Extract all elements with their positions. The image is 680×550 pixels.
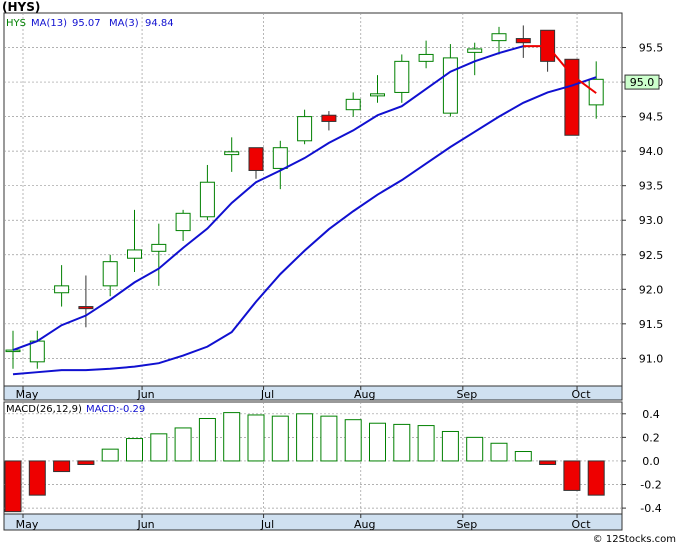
legend-ma3-value: 94.84 xyxy=(145,18,174,29)
month-label: Aug xyxy=(354,518,375,531)
macd-bar xyxy=(126,438,143,462)
candle-body xyxy=(515,38,531,44)
macd-bar xyxy=(417,425,435,462)
macd-bar xyxy=(490,442,508,462)
legend-ma13: MA(13) xyxy=(31,18,67,29)
month-label: Aug xyxy=(354,388,375,401)
macd-bar xyxy=(4,460,22,513)
price-tick-label: 94.0 xyxy=(639,145,664,158)
macd-bar xyxy=(150,433,168,462)
month-label: Sep xyxy=(456,388,477,401)
macd-bar xyxy=(223,412,241,462)
macd-bar xyxy=(53,460,71,473)
macd-bar xyxy=(101,448,119,462)
price-tick-label: 93.0 xyxy=(639,214,664,227)
candle-body xyxy=(102,261,118,287)
ma3-line-falling xyxy=(523,45,597,94)
month-label: Jul xyxy=(260,388,274,401)
candle-body xyxy=(442,57,458,114)
macd-bar xyxy=(28,460,46,496)
candle-body xyxy=(151,243,167,252)
month-label: Jun xyxy=(136,388,154,401)
legend-symbol: HYS xyxy=(6,18,26,29)
candle-body xyxy=(29,340,45,363)
macd-tick-label: -0.2 xyxy=(640,479,661,492)
month-label: Oct xyxy=(572,518,592,531)
candle-body xyxy=(394,60,410,93)
legend-ma13-value: 95.07 xyxy=(72,18,101,29)
macd-bar xyxy=(174,427,192,462)
macd-tick-label: 0.2 xyxy=(642,431,660,444)
price-panel-frame xyxy=(3,12,623,387)
candle-body xyxy=(175,212,191,232)
macd-bar xyxy=(587,460,605,496)
candle-body xyxy=(78,306,94,310)
month-label: Jul xyxy=(260,518,274,531)
price-tick-label: 91.5 xyxy=(639,318,664,331)
ma13-line xyxy=(12,76,597,376)
macd-tick-label: 0.0 xyxy=(642,455,660,468)
legend-ma3: MA(3) xyxy=(109,18,139,29)
macd-bar xyxy=(344,419,362,462)
candle-body xyxy=(491,33,507,42)
macd-bar xyxy=(441,430,459,462)
price-tick-label: 92.0 xyxy=(639,283,664,296)
candle-body xyxy=(370,93,385,97)
candle-body xyxy=(297,116,313,142)
candle-body xyxy=(127,249,142,259)
macd-bar xyxy=(369,422,386,462)
price-tick-label: 92.5 xyxy=(639,249,664,262)
candle-body xyxy=(5,349,21,353)
chart-title: (HYS) xyxy=(2,0,40,14)
macd-bar xyxy=(247,414,265,462)
macd-bar xyxy=(77,460,95,465)
macd-bar xyxy=(514,451,532,462)
macd-bar xyxy=(539,460,557,465)
macd-tick-label: 0.4 xyxy=(642,408,660,421)
price-tick-label: 95.5 xyxy=(639,42,664,55)
macd-legend-value: MACD:-0.29 xyxy=(86,404,145,415)
candle-body xyxy=(345,98,361,111)
month-label: Sep xyxy=(456,518,477,531)
price-tick-label: 93.5 xyxy=(639,180,664,193)
candle-body xyxy=(467,48,483,53)
month-label: Oct xyxy=(572,388,592,401)
macd-legend-label: MACD(26,12,9) xyxy=(6,404,82,415)
last-price-tag xyxy=(624,74,660,90)
price-tick-label: 94.5 xyxy=(639,111,664,124)
macd-bar xyxy=(320,415,338,462)
price-tick-label: 91.0 xyxy=(639,352,664,365)
candle-body xyxy=(248,147,264,171)
macd-tick-label: -0.4 xyxy=(640,502,661,515)
candle-body xyxy=(321,114,337,122)
ma3-line xyxy=(12,45,524,352)
candle-body xyxy=(418,53,434,62)
candle-body xyxy=(272,147,288,169)
candle-body xyxy=(199,181,215,218)
macd-bar xyxy=(271,415,289,462)
month-label: Jun xyxy=(136,518,154,531)
macd-bar xyxy=(296,413,314,462)
month-label: May xyxy=(16,518,39,531)
macd-bar xyxy=(198,418,216,462)
month-axis-band xyxy=(3,385,623,401)
candle-body xyxy=(224,151,240,156)
macd-bar xyxy=(393,423,411,462)
month-label: May xyxy=(16,388,39,401)
watermark: © 12Stocks.com xyxy=(593,534,676,545)
macd-bar xyxy=(466,436,484,462)
month-axis-band xyxy=(3,513,623,531)
last-price-value: 95.0 xyxy=(630,76,655,89)
macd-bar xyxy=(563,460,581,491)
candle-body xyxy=(54,285,70,294)
